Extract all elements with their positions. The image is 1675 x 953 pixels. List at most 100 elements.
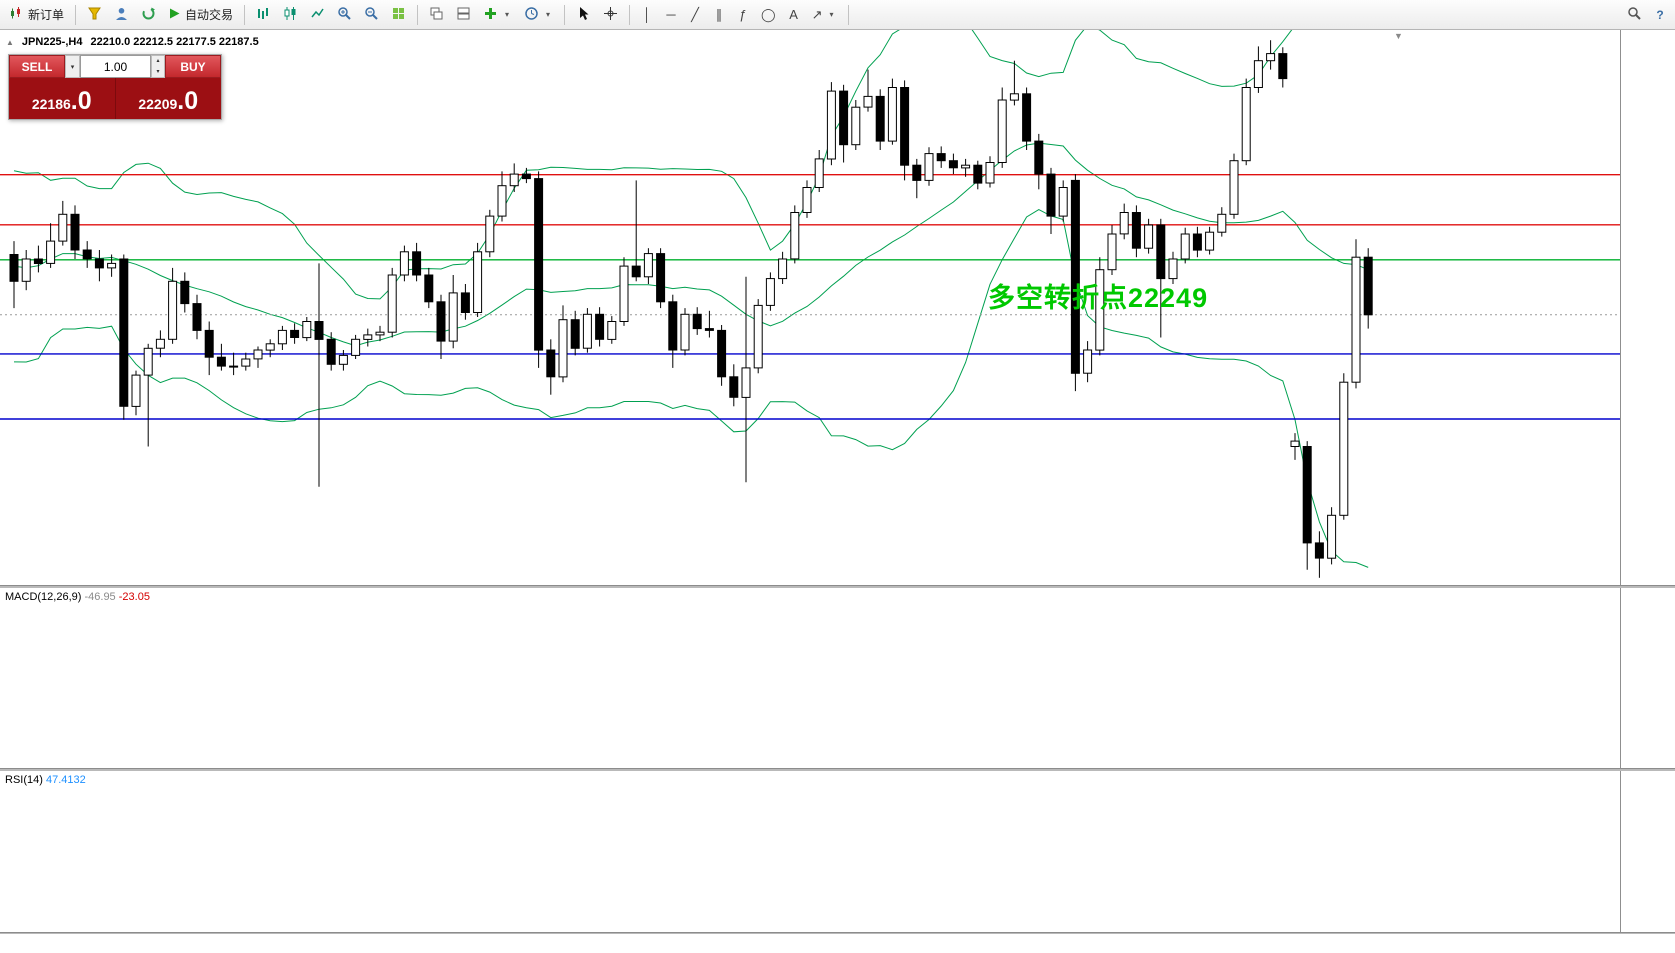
chart-annotation-text[interactable]: 多空转折点22249 bbox=[988, 283, 1209, 313]
panel-separator bbox=[0, 932, 1675, 934]
volume-down-icon[interactable]: ▾ bbox=[156, 68, 160, 75]
help-icon: ? bbox=[1656, 7, 1664, 22]
sell-price[interactable]: 22186.0 bbox=[9, 78, 116, 119]
refresh-button[interactable] bbox=[136, 3, 161, 27]
sell-price-int: 22186 bbox=[31, 96, 71, 112]
buy-price[interactable]: 22209.0 bbox=[116, 78, 222, 119]
volume-input[interactable] bbox=[80, 55, 151, 78]
arrow-tool-button[interactable]: ↗ ▾ bbox=[807, 3, 842, 27]
profile-button[interactable] bbox=[109, 3, 134, 27]
trade-panel-top-row: SELL ▾ ▴ ▾ BUY bbox=[9, 55, 221, 78]
indicators-plus-icon bbox=[483, 6, 498, 24]
play-icon bbox=[168, 7, 181, 23]
bollinger-middle-line bbox=[13, 142, 1369, 347]
horizontal-line-icon: ─ bbox=[666, 7, 676, 22]
macd-indicator-label: MACD(12,26,9) -46.95 -23.05 bbox=[5, 591, 150, 603]
sell-price-frac: .0 bbox=[70, 87, 92, 115]
sell-button[interactable]: SELL bbox=[9, 55, 65, 78]
ohlc-values: 22210.0 22212.5 22177.5 22187.5 bbox=[90, 36, 259, 48]
tile-horizontal-icon bbox=[456, 6, 471, 24]
toolbar-separator bbox=[564, 4, 566, 25]
toolbar-separator bbox=[244, 4, 246, 25]
help-button[interactable]: ? bbox=[1649, 3, 1671, 27]
trade-panel-prices: 22186.0 22209.0 bbox=[9, 78, 221, 119]
fibonacci-icon: ƒ bbox=[739, 7, 747, 22]
toolbar-separator bbox=[629, 4, 631, 25]
toolbar-separator bbox=[847, 4, 849, 25]
zoom-in-button[interactable] bbox=[332, 3, 357, 27]
bar-chart-button[interactable] bbox=[251, 3, 276, 27]
panel-separator[interactable] bbox=[0, 585, 1675, 588]
buy-button[interactable]: BUY bbox=[165, 55, 221, 78]
text-tool-icon: A bbox=[789, 7, 798, 22]
toolbar-separator bbox=[75, 4, 77, 25]
volume-spinner[interactable]: ▴ ▾ bbox=[151, 55, 165, 78]
chart-shift-marker-icon[interactable]: ▼ bbox=[1394, 31, 1403, 41]
line-chart-button[interactable] bbox=[305, 3, 330, 27]
cascade-windows-icon bbox=[429, 6, 444, 24]
auto-trading-label: 自动交易 bbox=[185, 8, 234, 22]
price-axis bbox=[1620, 30, 1675, 953]
zoom-out-button[interactable] bbox=[359, 3, 384, 27]
buy-price-int: 22209 bbox=[138, 96, 178, 112]
new-order-label: 新订单 bbox=[28, 8, 65, 22]
toolbar-separator bbox=[417, 4, 419, 25]
crosshair-button[interactable] bbox=[598, 3, 623, 27]
candlestick-chart-button[interactable] bbox=[278, 3, 303, 27]
trendline-tool-button[interactable]: ╱ bbox=[684, 3, 706, 27]
text-tool-button[interactable]: A bbox=[783, 3, 805, 27]
fibonacci-tool-button[interactable]: ƒ bbox=[732, 3, 754, 27]
macd-value-main: -46.95 bbox=[84, 591, 116, 603]
channel-icon: ∥ bbox=[715, 6, 723, 22]
horizontal-line-tool-button[interactable]: ─ bbox=[660, 3, 682, 27]
panel-separator[interactable] bbox=[0, 768, 1675, 771]
rsi-indicator-label: RSI(14) 47.4132 bbox=[5, 774, 86, 786]
shapes-icon: ◯ bbox=[761, 6, 776, 22]
new-order-button[interactable]: 新订单 bbox=[4, 3, 69, 27]
bollinger-lower-line bbox=[13, 209, 1369, 568]
search-icon bbox=[1627, 6, 1642, 24]
rsi-value: 47.4132 bbox=[45, 774, 86, 786]
tile-windows-button[interactable] bbox=[386, 3, 411, 27]
tile-horizontal-button[interactable] bbox=[451, 3, 476, 27]
search-button[interactable] bbox=[1622, 3, 1647, 27]
sell-options-caret-icon[interactable]: ▾ bbox=[65, 55, 80, 78]
volume-up-icon[interactable]: ▴ bbox=[156, 58, 160, 64]
new-order-icon bbox=[9, 6, 24, 24]
periods-button[interactable]: ▾ bbox=[519, 3, 558, 27]
cascade-windows-button[interactable] bbox=[424, 3, 449, 27]
funnel-icon bbox=[87, 6, 102, 24]
one-click-trading-panel: SELL ▾ ▴ ▾ BUY 22186.0 22209.0 bbox=[8, 54, 222, 120]
crosshair-icon bbox=[603, 6, 618, 24]
arrow-tool-icon: ↗ bbox=[811, 6, 823, 22]
macd-value-signal: -23.05 bbox=[118, 591, 150, 603]
channel-tool-button[interactable]: ∥ bbox=[708, 3, 730, 27]
vertical-line-tool-button[interactable]: │ bbox=[636, 3, 658, 27]
cursor-button[interactable] bbox=[571, 3, 596, 27]
shapes-tool-button[interactable]: ◯ bbox=[756, 3, 781, 27]
clock-icon bbox=[524, 6, 539, 24]
refresh-icon bbox=[141, 6, 156, 24]
candlestick-chart-icon bbox=[283, 6, 298, 24]
toolbar: 新订单 自动交易 ▾ ▾ │ ─ ╱ ∥ ƒ ◯ A ↗ ▾ bbox=[0, 0, 1675, 30]
macd-title: MACD(12,26,9) bbox=[5, 591, 82, 603]
auto-trading-button[interactable]: 自动交易 bbox=[163, 3, 238, 27]
market-watch-button[interactable] bbox=[82, 3, 107, 27]
rsi-title: RSI(14) bbox=[5, 774, 43, 786]
vertical-line-icon: │ bbox=[642, 7, 652, 22]
zoom-in-icon bbox=[337, 6, 352, 24]
trendline-icon: ╱ bbox=[691, 6, 699, 22]
price-level-lines[interactable] bbox=[0, 173, 1620, 420]
periods-caret-icon: ▾ bbox=[546, 10, 551, 19]
symbol-label: JPN225-,H4 bbox=[21, 36, 83, 48]
person-icon bbox=[114, 6, 129, 24]
tile-windows-icon bbox=[391, 6, 406, 24]
panel-collapse-icon[interactable]: ▲ bbox=[6, 37, 14, 47]
indicators-button[interactable]: ▾ bbox=[478, 3, 517, 27]
indicators-caret-icon: ▾ bbox=[505, 10, 510, 19]
time-axis bbox=[0, 934, 1675, 953]
chart-ohlc-header: ▲ JPN225-,H4 22210.0 22212.5 22177.5 221… bbox=[6, 36, 259, 48]
zoom-out-icon bbox=[364, 6, 379, 24]
